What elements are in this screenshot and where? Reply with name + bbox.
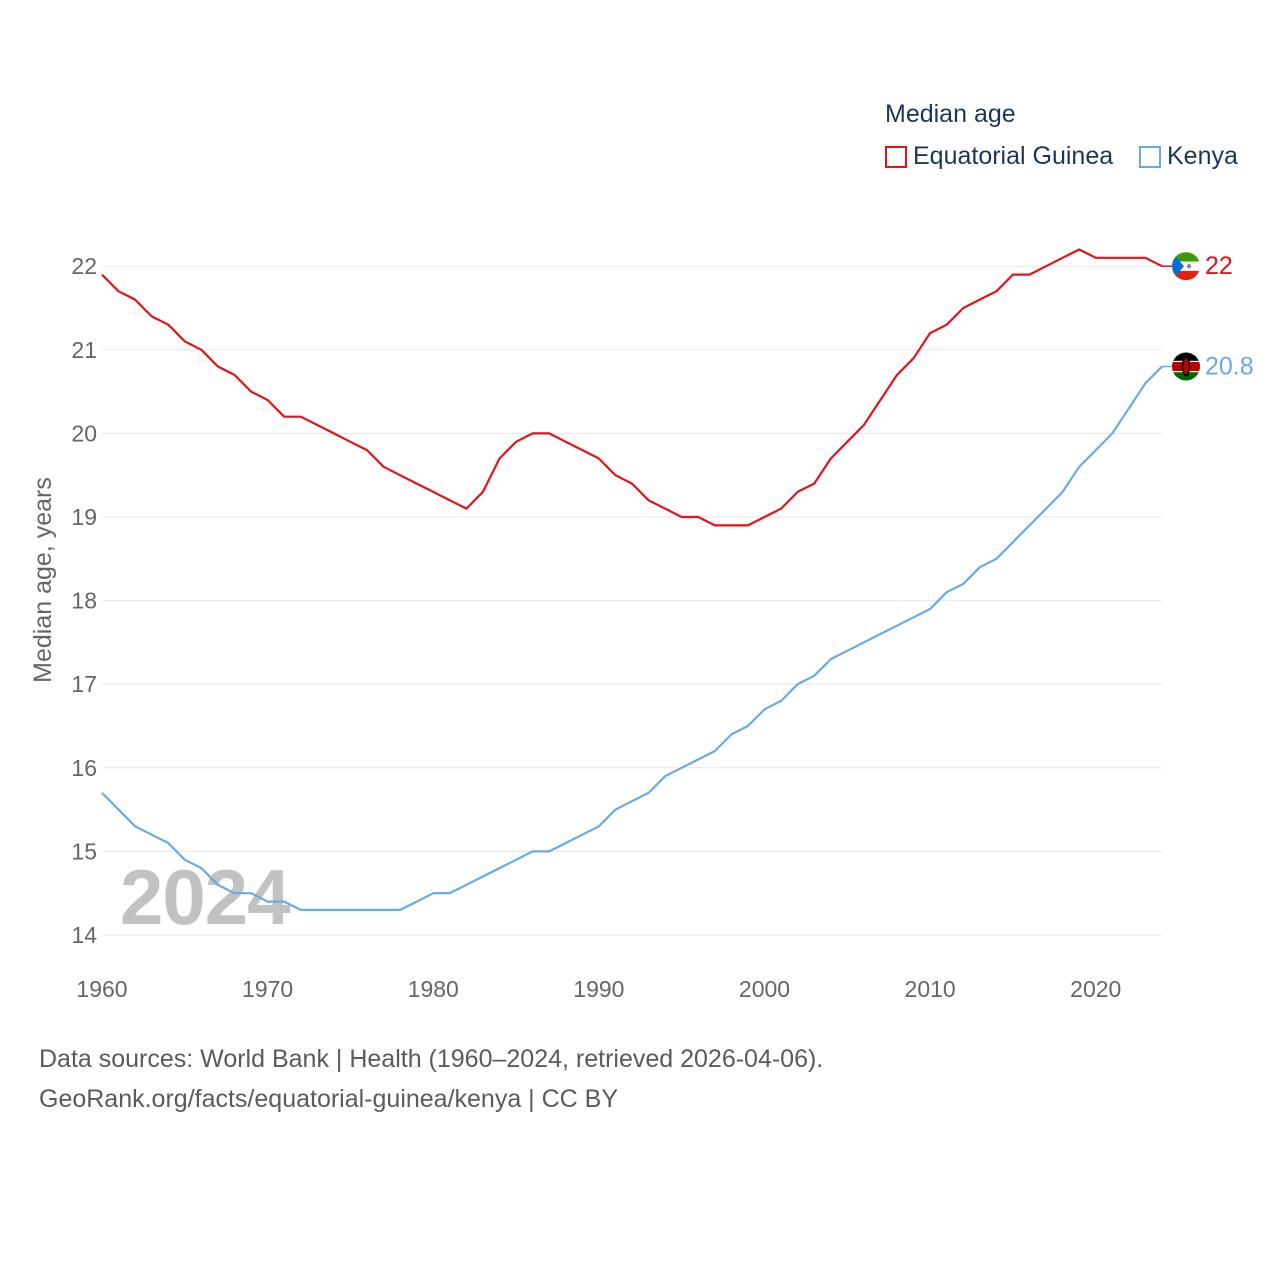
x-tick-label-1970: 1970 <box>242 976 293 1002</box>
legend-label-equatorial-guinea: Equatorial Guinea <box>913 142 1114 170</box>
x-tick-label-2020: 2020 <box>1070 976 1121 1002</box>
end-value-label-kenya: 20.8 <box>1205 353 1254 381</box>
line-chart: 14 15 16 17 18 19 20 21 22 1960 1970 1980 1990 2000 20… <box>29 248 1254 1002</box>
y-tick-label-22: 22 <box>71 253 97 279</box>
y-tick-label-20: 20 <box>71 420 97 446</box>
series-line-kenya <box>101 365 1163 911</box>
legend-title: Median age <box>885 100 1016 128</box>
current-year-watermark: 2024 <box>120 853 291 941</box>
end-value-label-equatorial-guinea: 22 <box>1205 252 1233 280</box>
y-tick-label-16: 16 <box>71 755 97 781</box>
kenya-flag-icon <box>1172 352 1200 381</box>
x-tick-label-1960: 1960 <box>76 976 127 1002</box>
series-line-equatorial-guinea <box>101 248 1163 527</box>
legend-item-equatorial-guinea[interactable]: Equatorial Guinea <box>885 142 1113 171</box>
y-tick-label-17: 17 <box>71 671 97 697</box>
y-axis-label: Median age, years <box>29 477 57 683</box>
y-tick-label-19: 19 <box>71 504 97 530</box>
equatorial-guinea-flag-icon <box>1172 252 1200 281</box>
y-tick-label-14: 14 <box>71 922 97 948</box>
footer-attribution[interactable]: GeoRank.org/facts/equatorial-guinea/keny… <box>39 1085 619 1113</box>
x-tick-label-2010: 2010 <box>905 976 956 1002</box>
x-tick-label-1980: 1980 <box>408 976 459 1002</box>
y-tick-label-18: 18 <box>71 588 97 614</box>
y-tick-label-15: 15 <box>71 838 97 864</box>
x-tick-label-1990: 1990 <box>573 976 624 1002</box>
footer-sources: Data sources: World Bank | Health (1960–… <box>39 1045 824 1073</box>
legend-label-kenya: Kenya <box>1167 142 1238 170</box>
legend-swatch-equatorial-guinea <box>885 145 907 168</box>
x-tick-label-2000: 2000 <box>739 976 790 1002</box>
y-tick-label-21: 21 <box>71 337 97 363</box>
legend-swatch-kenya <box>1139 145 1161 168</box>
legend-item-kenya[interactable]: Kenya <box>1139 142 1238 171</box>
